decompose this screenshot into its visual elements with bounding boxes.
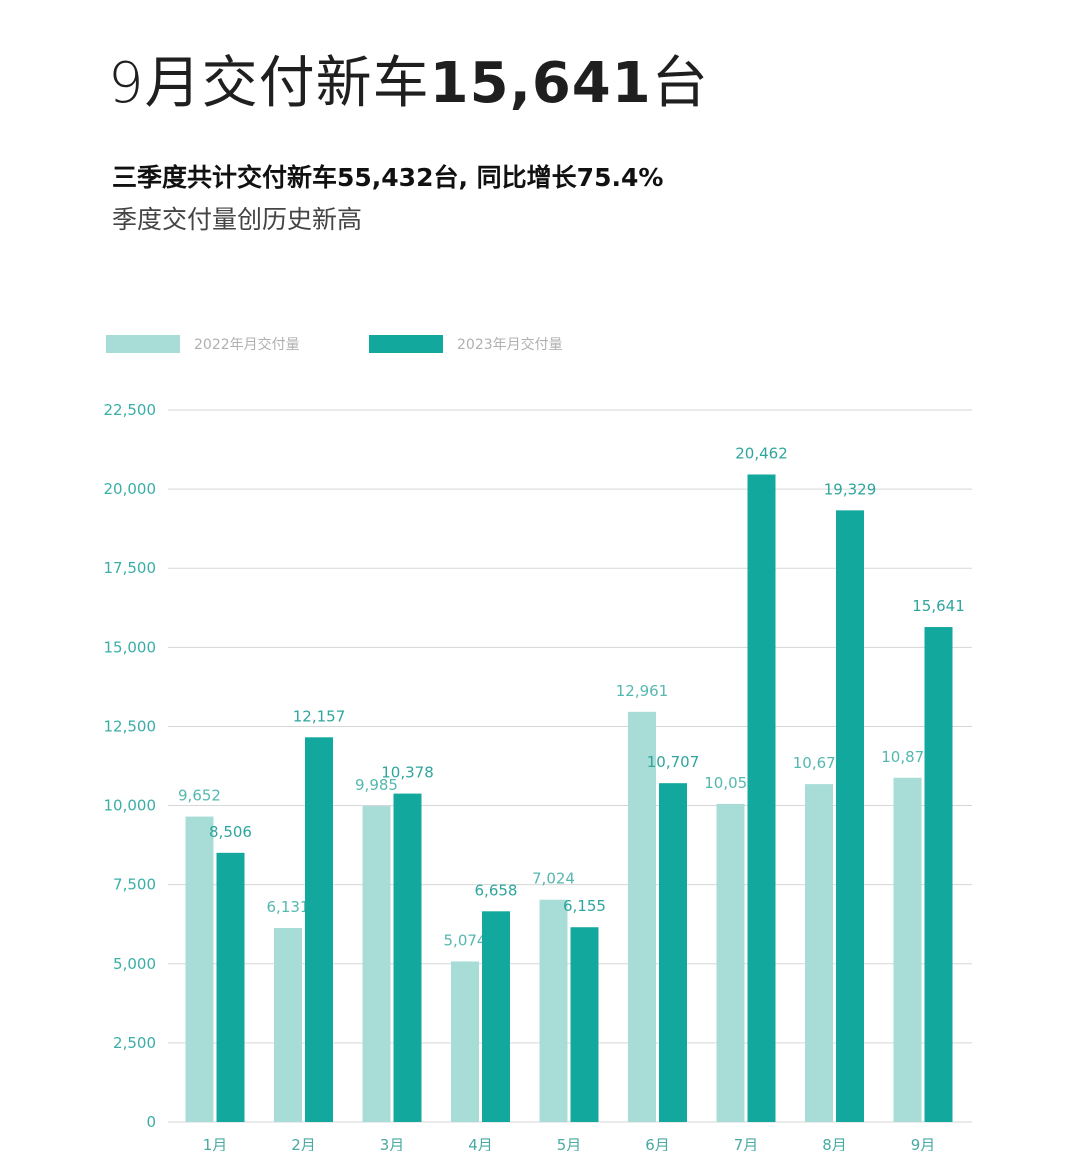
y-tick-label: 20,000 xyxy=(104,480,157,498)
data-label: 6,155 xyxy=(563,897,606,915)
data-label: 12,961 xyxy=(616,682,669,700)
title-suffix: 台 xyxy=(651,51,709,116)
y-tick-label: 2,500 xyxy=(113,1034,156,1052)
x-tick-label: 1月 xyxy=(203,1136,228,1151)
x-tick-label: 4月 xyxy=(468,1136,493,1151)
bar-2023 xyxy=(836,510,864,1122)
bar-2023 xyxy=(216,852,245,1122)
data-label: 19,329 xyxy=(824,480,877,498)
title-prefix: 9月交付新车 xyxy=(108,51,430,116)
y-tick-label: 15,000 xyxy=(104,638,157,656)
bar-2023 xyxy=(393,793,422,1122)
data-label: 9,985 xyxy=(355,776,398,794)
subtitle: 三季度共计交付新车55,432台, 同比增长75.4% xyxy=(112,163,664,192)
x-tick-label: 3月 xyxy=(380,1136,405,1151)
x-tick-label: 7月 xyxy=(734,1136,759,1151)
y-tick-label: 17,500 xyxy=(104,559,157,577)
bar-2022 xyxy=(451,961,479,1122)
x-tick-label: 9月 xyxy=(911,1136,936,1151)
y-tick-label: 10,000 xyxy=(104,797,157,815)
data-label: 15,641 xyxy=(912,597,965,615)
bar-2022 xyxy=(362,806,391,1122)
data-label: 10,677 xyxy=(793,754,846,772)
data-label: 10,878 xyxy=(881,748,934,766)
bar-2022 xyxy=(716,803,745,1122)
data-label: 10,052 xyxy=(704,774,757,792)
x-tick-label: 5月 xyxy=(557,1136,582,1151)
bar-2022 xyxy=(539,899,568,1122)
x-tick-label: 6月 xyxy=(645,1136,670,1151)
bar-2022 xyxy=(274,927,302,1122)
data-label: 12,157 xyxy=(293,707,346,725)
y-tick-label: 22,500 xyxy=(104,401,157,419)
subtitle-secondary: 季度交付量创历史新高 xyxy=(112,205,363,234)
y-tick-label: 0 xyxy=(146,1113,156,1131)
data-label: 9,652 xyxy=(178,787,221,805)
bar-2022 xyxy=(628,711,656,1122)
page-title: 9月交付新车15,641台 xyxy=(108,38,709,119)
data-label: 20,462 xyxy=(735,444,788,462)
bar-2022 xyxy=(893,777,922,1122)
y-tick-label: 7,500 xyxy=(113,876,156,894)
data-label: 10,707 xyxy=(647,753,700,771)
bar-2023 xyxy=(570,927,599,1122)
title-number: 15,641 xyxy=(429,51,652,116)
legend-swatch-2 xyxy=(369,335,443,353)
bar-2023 xyxy=(482,911,510,1122)
x-tick-label: 8月 xyxy=(822,1136,847,1151)
data-label: 7,024 xyxy=(532,870,575,888)
y-tick-label: 5,000 xyxy=(113,955,156,973)
data-label: 6,658 xyxy=(475,881,518,899)
data-label: 10,378 xyxy=(381,764,434,782)
bar-2023 xyxy=(659,783,687,1122)
data-label: 6,131 xyxy=(267,898,310,916)
legend-label-2: 2023年月交付量 xyxy=(457,336,563,353)
bar-2023 xyxy=(747,474,776,1123)
y-tick-label: 12,500 xyxy=(104,717,157,735)
bar-2022 xyxy=(185,816,214,1122)
data-label: 8,506 xyxy=(209,823,252,841)
bar-2023 xyxy=(924,627,953,1122)
x-tick-label: 2月 xyxy=(291,1136,316,1151)
data-label: 5,074 xyxy=(444,931,487,949)
legend-label-1: 2022年月交付量 xyxy=(194,336,300,353)
legend-swatch-1 xyxy=(106,335,180,353)
bar-2022 xyxy=(805,784,833,1122)
bar-2023 xyxy=(305,737,333,1122)
